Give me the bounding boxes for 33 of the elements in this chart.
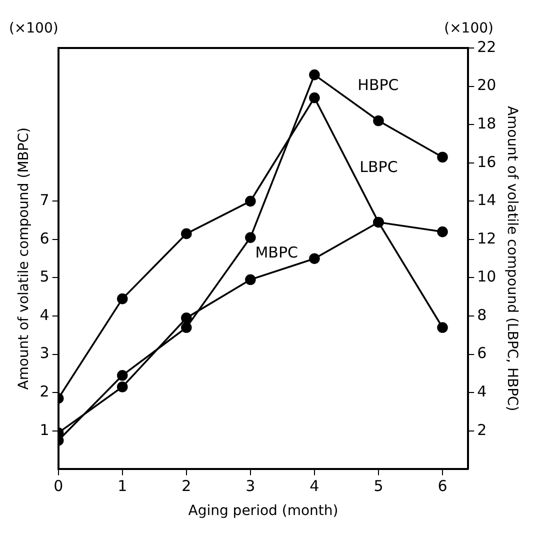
y2-tick-label: 10 xyxy=(477,268,496,286)
y2-tick-label: 22 xyxy=(477,38,496,56)
x-tick-label: 3 xyxy=(246,477,256,496)
y-tick-label: 1 xyxy=(40,420,50,439)
x-tick-label: 2 xyxy=(182,477,192,496)
series-label: LBPC xyxy=(360,158,398,176)
y2-axis-title: Amount of volatile compound (LBPC, HBPC) xyxy=(504,106,520,412)
y-axis-title: Amount of volatile compound (MBPC) xyxy=(16,127,32,390)
y-tick-label: 2 xyxy=(40,382,50,401)
x-tick-label: 4 xyxy=(310,477,320,496)
x-axis-title: Aging period (month) xyxy=(188,503,338,520)
y-tick-label: 3 xyxy=(40,344,50,362)
series-label: HBPC xyxy=(358,76,399,94)
text: (×100) xyxy=(444,20,494,37)
x-tick-label: 1 xyxy=(118,477,128,496)
series-label: MBPC xyxy=(255,243,298,262)
y2-tick-label: 16 xyxy=(477,152,496,171)
x-tick-label: 0 xyxy=(54,477,64,496)
text: (×100) xyxy=(8,20,58,37)
y-tick-label: 5 xyxy=(40,268,50,286)
y2-tick-label: 4 xyxy=(477,382,487,401)
x-tick-label: 5 xyxy=(374,477,384,496)
y2-tick-label: 8 xyxy=(477,306,487,324)
y2-tick-label: 18 xyxy=(477,114,496,132)
y2-tick-label: 20 xyxy=(477,76,496,94)
y2-tick-label: 6 xyxy=(477,344,487,362)
y2-tick-label: 2 xyxy=(477,420,487,439)
y-tick-label: 6 xyxy=(40,229,50,248)
y2-tick-label: 14 xyxy=(477,191,496,210)
y-tick-label: 4 xyxy=(40,306,50,324)
x-tick-label: 6 xyxy=(438,477,448,496)
y2-tick-label: 12 xyxy=(477,229,496,248)
y-tick-label: 7 xyxy=(40,191,50,210)
